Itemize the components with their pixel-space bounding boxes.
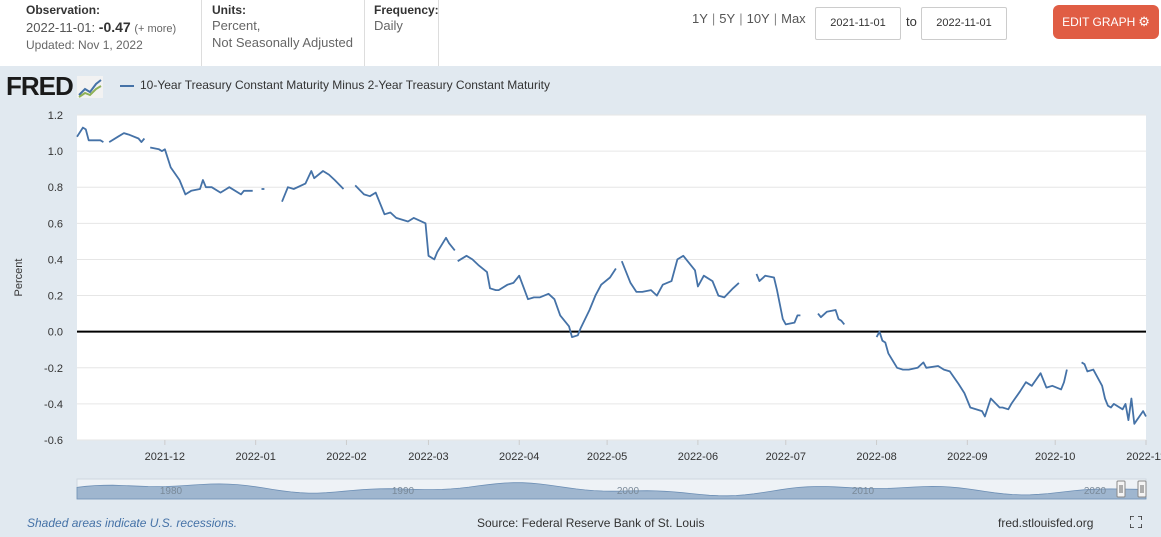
plot-area xyxy=(77,115,1146,440)
top-bar: Observation: 2022-11-01: -0.47 (+ more) … xyxy=(0,0,1161,66)
units-label: Units: xyxy=(212,3,246,17)
divider xyxy=(438,0,439,66)
edit-graph-button[interactable]: EDIT GRAPH ⚙ xyxy=(1053,5,1159,39)
frequency-label: Frequency: xyxy=(374,3,439,17)
x-tick-label: 2022-06 xyxy=(678,451,718,463)
series-line-segment xyxy=(1081,361,1147,425)
x-tick-label: 2022-07 xyxy=(766,451,806,463)
range-10y-link[interactable]: 10Y xyxy=(746,11,770,26)
fred-chart-icon xyxy=(77,76,104,98)
navigator-handle[interactable] xyxy=(1137,480,1147,498)
y-tick-label: 0.2 xyxy=(48,291,63,303)
x-tick-label: 2022-10 xyxy=(1035,451,1075,463)
x-tick-label: 2022-01 xyxy=(235,451,275,463)
legend-series-name: 10-Year Treasury Constant Maturity Minus… xyxy=(140,78,550,92)
series-line-segment xyxy=(354,184,456,261)
series-line-segment xyxy=(150,146,253,196)
x-tick-label: 2022-03 xyxy=(408,451,448,463)
divider xyxy=(201,0,202,66)
x-tick-label: 2022-11 xyxy=(1126,451,1161,463)
y-axis-label: Percent xyxy=(13,259,25,297)
to-label: to xyxy=(906,14,917,29)
observation-label: Observation: xyxy=(26,3,101,17)
line-chart: 1.2 1.0 0.8 0.6 0.4 0.2 0.0 -0.2 -0.4 -0.6 Percent… xyxy=(13,110,1161,500)
chart-legend: 10-Year Treasury Constant Maturity Minus… xyxy=(120,78,550,92)
fred-logo-text: FRED xyxy=(6,71,74,101)
y-tick-label: 0.6 xyxy=(48,218,63,230)
units-line-2: Not Seasonally Adjusted xyxy=(212,35,353,50)
observation-line: 2022-11-01: -0.47 (+ more) xyxy=(26,19,201,35)
y-tick-label: 1.2 xyxy=(48,110,63,122)
observation-value: -0.47 xyxy=(98,19,131,35)
updated-date: Updated: Nov 1, 2022 xyxy=(26,38,143,52)
frequency-value: Daily xyxy=(374,18,403,33)
navigator-label: 2000 xyxy=(617,486,640,497)
navigator-area xyxy=(76,482,1147,500)
fullscreen-icon[interactable] xyxy=(1130,516,1142,528)
series-line-segment xyxy=(281,170,345,203)
x-tick-label: 2022-09 xyxy=(947,451,987,463)
navigator-label: 1990 xyxy=(392,486,415,497)
range-max-link[interactable]: Max xyxy=(781,11,806,26)
series-line-segment xyxy=(875,330,1068,418)
end-date-input[interactable]: 2022-11-01 xyxy=(921,7,1007,40)
frequency-block: Frequency: Daily xyxy=(374,0,439,66)
units-line-1: Percent, xyxy=(212,18,261,33)
series-line-segment xyxy=(755,273,801,326)
edit-graph-label: EDIT GRAPH xyxy=(1062,15,1136,29)
observation-more-link[interactable]: (+ more) xyxy=(134,23,177,35)
y-tick-label: -0.6 xyxy=(44,435,63,447)
units-block: Units: Percent, Not Seasonally Adjusted xyxy=(212,0,362,66)
source-note: Source: Federal Reserve Bank of St. Loui… xyxy=(477,516,705,530)
legend-swatch xyxy=(120,84,134,87)
y-tick-label: -0.2 xyxy=(44,363,63,375)
x-tick-label: 2022-05 xyxy=(587,451,627,463)
start-date-input[interactable]: 2021-11-01 xyxy=(815,7,901,40)
observation-date: 2022-11-01: xyxy=(26,20,96,35)
navigator-label: 2010 xyxy=(852,486,875,497)
range-1y-link[interactable]: 1Y xyxy=(692,11,708,26)
navigator-label: 1980 xyxy=(160,486,183,497)
divider xyxy=(364,0,365,66)
fred-logo[interactable]: FRED xyxy=(6,70,104,102)
series-line-segment xyxy=(108,132,146,143)
series-line-segment xyxy=(457,254,617,339)
x-tick-label: 2022-08 xyxy=(856,451,896,463)
y-tick-label: 0.8 xyxy=(48,182,63,194)
series-line-segment xyxy=(76,126,104,143)
site-link[interactable]: fred.stlouisfed.org xyxy=(998,516,1094,530)
y-tick-label: -0.4 xyxy=(44,399,63,411)
observation-block: Observation: 2022-11-01: -0.47 (+ more) … xyxy=(26,0,201,66)
navigator-handle[interactable] xyxy=(1116,480,1126,498)
navigator-label: 2020 xyxy=(1084,486,1107,497)
x-tick-label: 2022-04 xyxy=(499,451,539,463)
range-5y-link[interactable]: 5Y xyxy=(719,11,736,26)
x-tick-label: 2022-02 xyxy=(326,451,366,463)
range-links: 1Y | 5Y | 10Y | Max xyxy=(692,11,806,26)
series-line-segment xyxy=(817,309,846,325)
gear-icon: ⚙ xyxy=(1138,14,1150,29)
x-tick-label: 2021-12 xyxy=(145,451,185,463)
recession-note: Shaded areas indicate U.S. recessions. xyxy=(27,516,238,530)
y-tick-label: 1.0 xyxy=(48,146,63,158)
series-line-segment xyxy=(620,254,740,299)
y-tick-label: 0.4 xyxy=(48,254,63,266)
y-tick-label: 0.0 xyxy=(48,327,63,339)
